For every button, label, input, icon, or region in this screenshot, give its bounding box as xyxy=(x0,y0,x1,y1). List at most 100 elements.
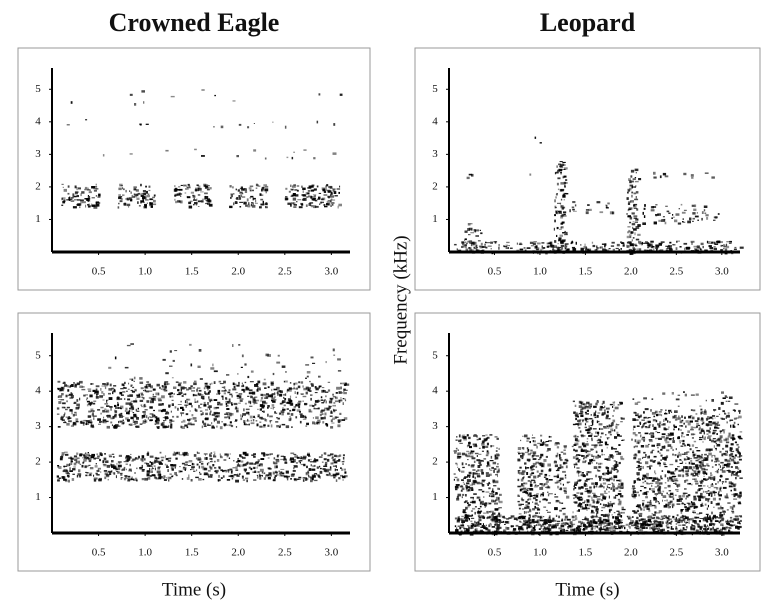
spectrogram-speck xyxy=(284,381,288,383)
spectrogram-speck xyxy=(286,198,289,200)
spectrogram-speck xyxy=(247,126,249,128)
spectrogram-speck xyxy=(627,246,629,249)
spectrogram-speck xyxy=(463,482,464,484)
spectrogram-speck xyxy=(129,424,130,426)
spectrogram-speck xyxy=(491,495,495,497)
spectrogram-speck xyxy=(128,411,130,414)
spectrogram-speck xyxy=(73,467,76,468)
spectrogram-speck xyxy=(594,436,598,437)
spectrogram-speck xyxy=(611,423,614,426)
spectrogram-speck xyxy=(287,157,289,158)
spectrogram-speck xyxy=(682,475,684,478)
spectrogram-speck xyxy=(273,407,274,410)
spectrogram-speck xyxy=(125,367,129,369)
spectrogram-speck xyxy=(731,490,733,492)
spectrogram-speck xyxy=(600,526,602,528)
spectrogram-speck xyxy=(648,520,651,523)
spectrogram-speck xyxy=(657,463,661,465)
spectrogram-speck xyxy=(104,403,108,404)
spectrogram-speck xyxy=(124,387,127,389)
spectrogram-speck xyxy=(576,242,577,245)
spectrogram-speck xyxy=(698,474,700,475)
spectrogram-speck xyxy=(712,423,715,424)
spectrogram-speck xyxy=(193,204,194,206)
spectrogram-speck xyxy=(299,460,300,462)
spectrogram-speck xyxy=(581,487,584,489)
spectrogram-speck xyxy=(317,422,320,424)
spectrogram-speck xyxy=(599,476,601,477)
spectrogram-speck xyxy=(678,474,682,476)
spectrogram-speck xyxy=(621,486,624,488)
spectrogram-speck xyxy=(122,469,125,471)
spectrogram-speck xyxy=(171,411,172,413)
spectrogram-speck xyxy=(133,400,137,402)
spectrogram-speck xyxy=(608,456,610,459)
spectrogram-speck xyxy=(264,424,265,426)
spectrogram-speck xyxy=(480,506,482,508)
spectrogram-speck xyxy=(637,442,639,445)
spectrogram-speck xyxy=(470,521,472,522)
spectrogram-speck xyxy=(257,471,259,472)
spectrogram-speck xyxy=(264,387,267,389)
spectrogram-speck xyxy=(314,480,317,481)
spectrogram-speck xyxy=(198,407,201,408)
spectrogram-speck xyxy=(163,478,165,479)
spectrogram-speck xyxy=(638,469,641,471)
spectrogram-speck xyxy=(79,386,82,389)
spectrogram-speck xyxy=(707,508,708,510)
spectrogram-speck xyxy=(229,413,232,414)
spectrogram-speck xyxy=(618,485,622,488)
spectrogram-speck xyxy=(716,503,720,505)
y-tick-label: 4 xyxy=(432,115,438,127)
spectrogram-speck xyxy=(578,446,581,448)
spectrogram-speck xyxy=(468,464,470,466)
spectrogram-speck xyxy=(587,410,589,412)
spectrogram-speck xyxy=(238,463,239,465)
spectrogram-speck xyxy=(117,402,118,403)
spectrogram-speck xyxy=(656,245,660,248)
spectrogram-speck xyxy=(603,483,606,485)
spectrogram-speck xyxy=(707,525,708,527)
spectrogram-speck xyxy=(600,463,603,465)
spectrogram-speck xyxy=(214,452,216,453)
y-tick-label: 3 xyxy=(35,420,41,432)
spectrogram-speck xyxy=(533,458,537,460)
spectrogram-speck xyxy=(693,218,696,220)
spectrogram-speck xyxy=(182,409,184,411)
spectrogram-speck xyxy=(229,206,232,208)
spectrogram-speck xyxy=(716,241,718,243)
spectrogram-speck xyxy=(673,417,677,418)
spectrogram-speck xyxy=(84,466,86,469)
spectrogram-speck xyxy=(131,460,133,462)
spectrogram-speck xyxy=(667,211,670,213)
spectrogram-speck xyxy=(263,411,265,413)
spectrogram-speck xyxy=(251,422,255,424)
spectrogram-speck xyxy=(684,506,687,508)
spectrogram-speck xyxy=(532,437,536,439)
spectrogram-speck xyxy=(333,474,337,476)
spectrogram-speck xyxy=(690,506,694,507)
spectrogram-speck xyxy=(132,387,134,388)
spectrogram-speck xyxy=(463,244,466,247)
spectrogram-speck xyxy=(211,427,215,429)
spectrogram-speck xyxy=(311,383,313,385)
spectrogram-speck xyxy=(131,411,133,412)
spectrogram-speck xyxy=(155,468,156,471)
spectrogram-speck xyxy=(329,469,331,471)
spectrogram-speck xyxy=(578,460,580,462)
spectrogram-speck xyxy=(614,436,617,439)
spectrogram-speck xyxy=(673,217,674,218)
spectrogram-speck xyxy=(220,456,223,458)
spectrogram-speck xyxy=(594,466,598,469)
spectrogram-speck xyxy=(181,401,182,403)
spectrogram-speck xyxy=(475,477,476,479)
spectrogram-speck xyxy=(161,460,163,462)
spectrogram-speck xyxy=(621,243,624,245)
spectrogram-speck xyxy=(740,520,742,522)
spectrogram-speck xyxy=(477,526,480,527)
spectrogram-speck xyxy=(64,407,66,408)
spectrogram-speck xyxy=(267,414,268,417)
spectrogram-speck xyxy=(529,441,531,443)
spectrogram-speck xyxy=(301,186,302,188)
spectrogram-speck xyxy=(298,403,300,406)
